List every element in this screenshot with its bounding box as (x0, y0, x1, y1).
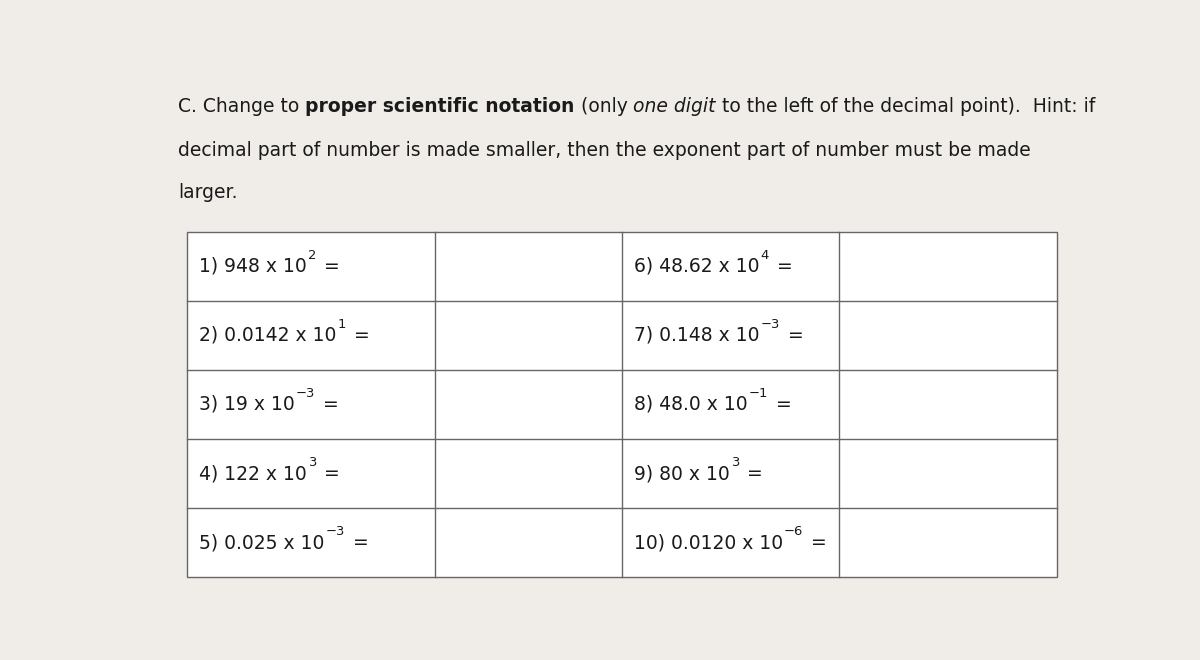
Text: =: = (770, 395, 792, 414)
Text: 3) 19 x 10: 3) 19 x 10 (199, 395, 295, 414)
Text: =: = (317, 395, 338, 414)
Text: =: = (348, 326, 370, 345)
Text: −1: −1 (749, 387, 768, 400)
Text: 9) 80 x 10: 9) 80 x 10 (634, 464, 730, 483)
Text: 5) 0.025 x 10: 5) 0.025 x 10 (199, 533, 325, 552)
Text: 2: 2 (308, 249, 317, 261)
Text: =: = (740, 464, 763, 483)
Text: 2) 0.0142 x 10: 2) 0.0142 x 10 (199, 326, 337, 345)
Text: 8) 48.0 x 10: 8) 48.0 x 10 (634, 395, 748, 414)
Text: 3: 3 (308, 456, 317, 469)
Text: to the left of the decimal point).  Hint: if: to the left of the decimal point). Hint:… (716, 97, 1096, 116)
Text: −6: −6 (784, 525, 804, 538)
Text: =: = (805, 533, 827, 552)
Text: C. Change to: C. Change to (178, 97, 305, 116)
Text: 3: 3 (731, 456, 739, 469)
Text: (only: (only (575, 97, 634, 116)
Text: −3: −3 (325, 525, 344, 538)
Text: 7) 0.148 x 10: 7) 0.148 x 10 (634, 326, 760, 345)
Text: 6) 48.62 x 10: 6) 48.62 x 10 (634, 257, 760, 276)
Text: one digit: one digit (634, 97, 716, 116)
Text: decimal part of number is made smaller, then the exponent part of number must be: decimal part of number is made smaller, … (178, 141, 1031, 160)
Text: 10) 0.0120 x 10: 10) 0.0120 x 10 (634, 533, 784, 552)
Text: 1) 948 x 10: 1) 948 x 10 (199, 257, 307, 276)
Text: −3: −3 (296, 387, 316, 400)
Text: −3: −3 (761, 317, 780, 331)
Text: larger.: larger. (178, 183, 238, 203)
Text: =: = (347, 533, 368, 552)
Text: =: = (781, 326, 803, 345)
Bar (187, 232, 1057, 578)
Text: 1: 1 (337, 317, 346, 331)
Text: proper scientific notation: proper scientific notation (305, 97, 575, 116)
Text: 4) 122 x 10: 4) 122 x 10 (199, 464, 307, 483)
Text: =: = (770, 257, 792, 276)
Text: 4: 4 (761, 249, 769, 261)
Text: =: = (318, 257, 340, 276)
Text: =: = (318, 464, 340, 483)
